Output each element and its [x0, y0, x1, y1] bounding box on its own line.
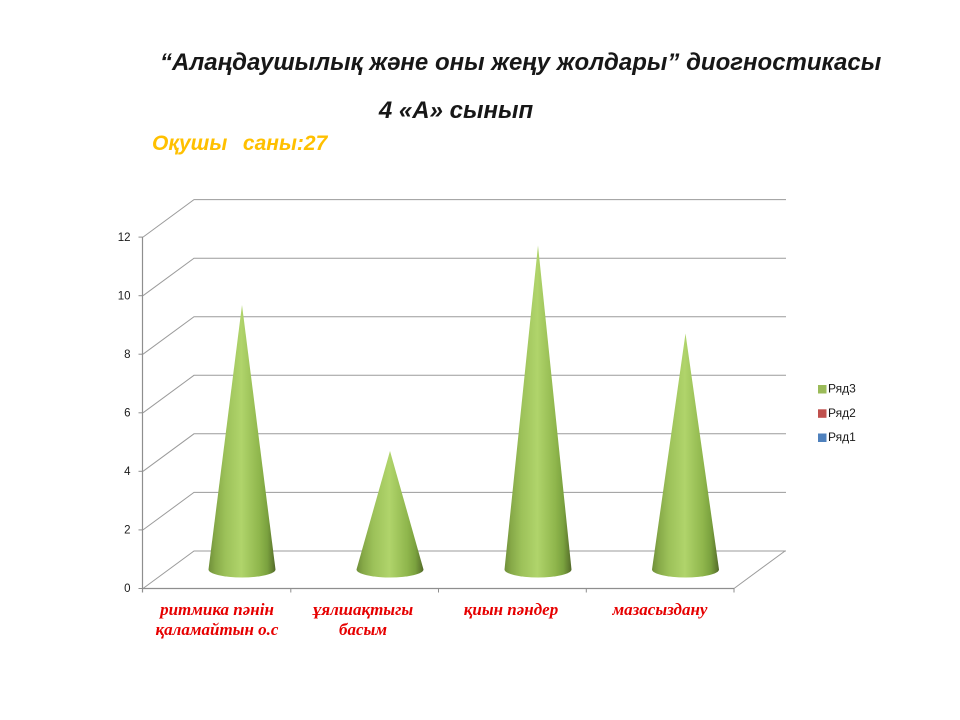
svg-text:4: 4	[124, 466, 131, 478]
svg-text:6: 6	[124, 408, 130, 420]
svg-text:Ряд3: Ряд3	[828, 382, 856, 396]
svg-text:12: 12	[118, 232, 131, 244]
svg-text:Ряд1: Ряд1	[828, 430, 856, 444]
svg-text:10: 10	[118, 290, 131, 302]
svg-text:8: 8	[124, 349, 130, 361]
svg-text:2: 2	[124, 525, 130, 537]
svg-text:Ряд2: Ряд2	[828, 406, 856, 420]
svg-text:0: 0	[124, 583, 130, 595]
